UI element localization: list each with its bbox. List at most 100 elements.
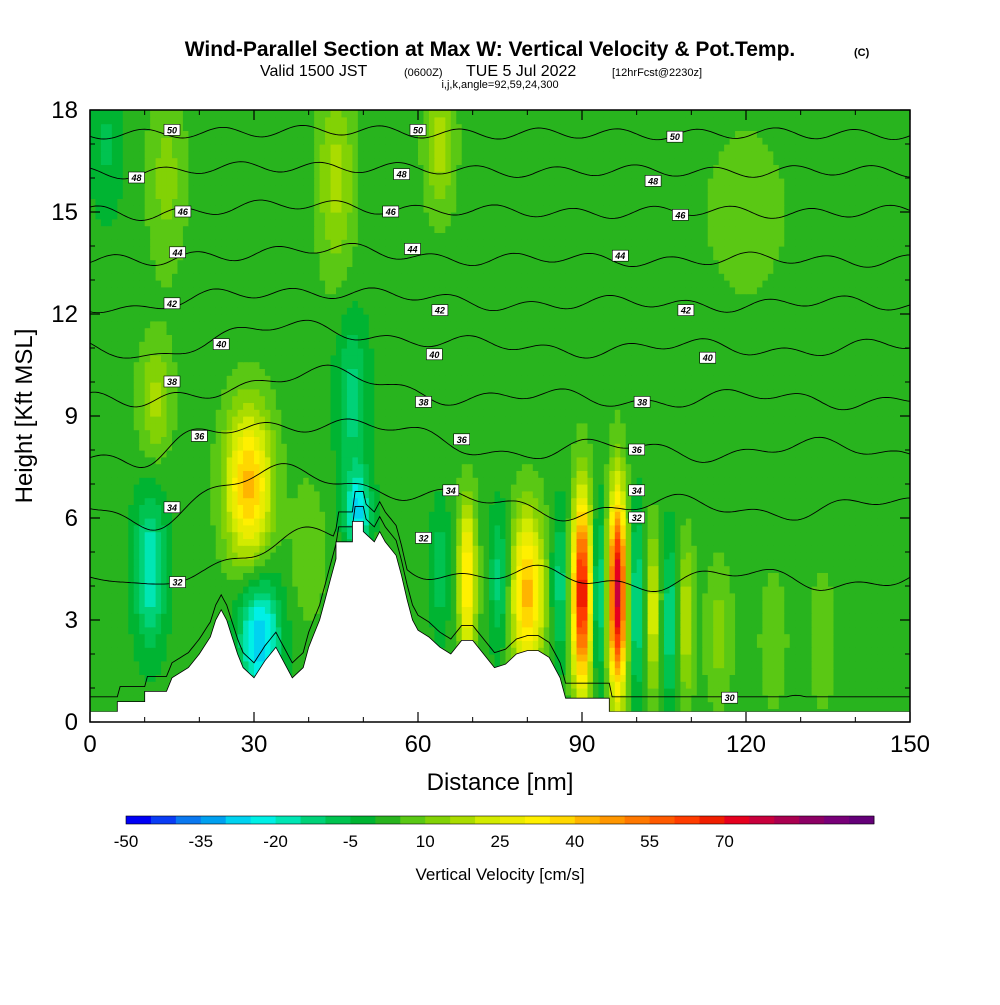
velocity-cell <box>844 545 851 553</box>
velocity-cell <box>275 592 282 601</box>
velocity-cell <box>735 497 742 505</box>
velocity-cell <box>582 518 589 526</box>
velocity-cell <box>150 654 157 662</box>
velocity-cell <box>182 497 189 505</box>
velocity-cell <box>838 688 845 696</box>
velocity-cell <box>177 592 184 601</box>
velocity-cell <box>685 599 692 607</box>
velocity-cell <box>237 606 244 614</box>
velocity-cell <box>631 558 638 567</box>
velocity-cell <box>155 531 162 539</box>
velocity-cell <box>237 579 244 587</box>
velocity-cell <box>472 592 479 601</box>
velocity-cell <box>538 640 545 648</box>
velocity-cell <box>434 572 441 580</box>
velocity-cell <box>822 524 829 533</box>
velocity-cell <box>450 579 457 587</box>
velocity-cell <box>549 613 556 621</box>
velocity-cell <box>806 497 813 505</box>
velocity-cell <box>718 626 725 635</box>
velocity-cell <box>297 592 304 601</box>
velocity-cell <box>303 504 310 512</box>
velocity-cell <box>888 518 895 526</box>
velocity-cell <box>139 592 146 601</box>
velocity-cell <box>494 620 501 628</box>
velocity-cell <box>888 545 895 553</box>
velocity-cell <box>882 592 889 601</box>
velocity-cell <box>543 592 550 601</box>
velocity-cell <box>838 518 845 526</box>
velocity-cell <box>221 552 228 560</box>
velocity-cell <box>625 660 632 669</box>
velocity-cell <box>751 511 758 519</box>
velocity-cell <box>877 606 884 614</box>
velocity-cell <box>789 606 796 614</box>
velocity-cell <box>653 531 660 539</box>
velocity-cell <box>423 558 430 567</box>
velocity-cell <box>893 518 900 526</box>
velocity-cell <box>784 586 791 594</box>
velocity-cell <box>598 640 605 648</box>
velocity-cell <box>778 572 785 580</box>
velocity-cell <box>571 545 578 553</box>
velocity-cell <box>445 579 452 587</box>
velocity-cell <box>237 626 244 635</box>
velocity-cell <box>866 694 873 703</box>
velocity-cell <box>182 660 189 669</box>
velocity-cell <box>270 497 277 505</box>
velocity-cell <box>746 518 753 526</box>
velocity-cell <box>740 654 747 662</box>
velocity-cell <box>904 620 910 628</box>
velocity-cell <box>882 599 889 607</box>
velocity-cell <box>161 592 168 601</box>
velocity-cell <box>844 654 851 662</box>
velocity-cell <box>161 565 168 573</box>
velocity-cell <box>833 572 840 580</box>
velocity-cell <box>489 586 496 594</box>
velocity-cell <box>314 558 321 567</box>
velocity-cell <box>756 620 763 628</box>
velocity-cell <box>576 633 583 641</box>
velocity-cell <box>467 620 474 628</box>
velocity-cell <box>882 552 889 560</box>
velocity-cell <box>549 545 556 553</box>
velocity-cell <box>855 572 862 580</box>
velocity-cell <box>691 552 698 560</box>
velocity-cell <box>877 654 884 662</box>
velocity-cell <box>871 538 878 546</box>
velocity-cell <box>341 518 348 526</box>
velocity-cell <box>691 524 698 533</box>
velocity-cell <box>598 518 605 526</box>
velocity-cell <box>254 558 261 567</box>
velocity-cell <box>713 667 720 675</box>
velocity-cell <box>899 524 906 533</box>
velocity-cell <box>100 681 107 689</box>
velocity-cell <box>281 613 288 621</box>
velocity-cell <box>893 654 900 662</box>
velocity-cell <box>893 538 900 546</box>
velocity-cell <box>100 633 107 641</box>
velocity-cell <box>620 674 627 682</box>
velocity-cell <box>226 511 233 519</box>
velocity-cell <box>653 572 660 580</box>
velocity-cell <box>729 647 736 655</box>
velocity-cell <box>139 694 146 703</box>
velocity-cell <box>642 565 649 573</box>
velocity-cell <box>707 640 714 648</box>
velocity-cell <box>434 538 441 546</box>
velocity-cell <box>248 558 255 567</box>
velocity-cell <box>527 640 534 648</box>
velocity-cell <box>281 518 288 526</box>
velocity-cell <box>95 694 102 703</box>
velocity-cell <box>489 565 496 573</box>
velocity-cell <box>636 654 643 662</box>
velocity-cell <box>735 640 742 648</box>
velocity-cell <box>871 660 878 669</box>
velocity-cell <box>893 620 900 628</box>
velocity-cell <box>128 613 135 621</box>
velocity-cell <box>128 504 135 512</box>
velocity-cell <box>270 538 277 546</box>
velocity-cell <box>680 565 687 573</box>
velocity-cell <box>800 524 807 533</box>
velocity-cell <box>172 538 179 546</box>
